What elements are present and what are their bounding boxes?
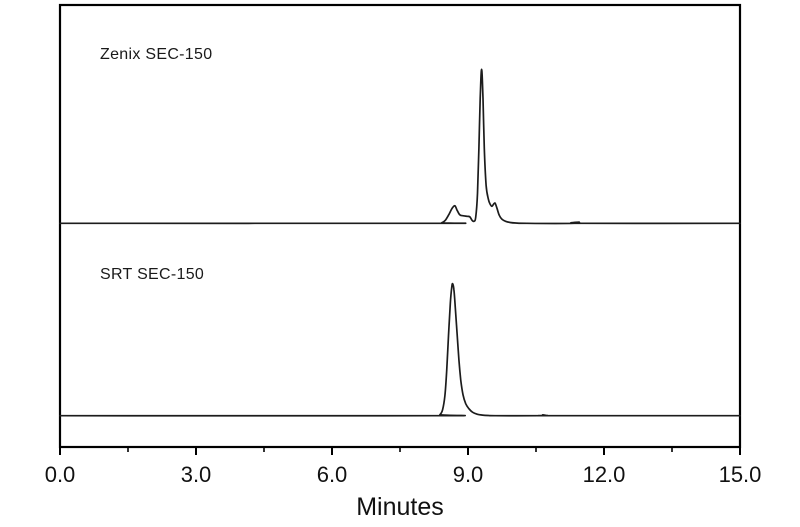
x-tick-label: 12.0: [582, 462, 626, 487]
x-tick-label: 15.0: [718, 462, 762, 487]
trace-top: [59, 68, 741, 225]
x-tick-label: 0.0: [44, 462, 76, 487]
trace-label-zenix: Zenix SEC-150: [100, 46, 213, 63]
x-tick-label: 9.0: [452, 462, 484, 487]
x-tick-label: 6.0: [316, 462, 348, 487]
trace-bottom: [59, 282, 741, 417]
x-tick-label: 3.0: [180, 462, 212, 487]
trace-label-srt: SRT SEC-150: [100, 266, 205, 283]
plot-frame: [58, 3, 742, 449]
x-axis-title: Minutes: [356, 493, 444, 521]
